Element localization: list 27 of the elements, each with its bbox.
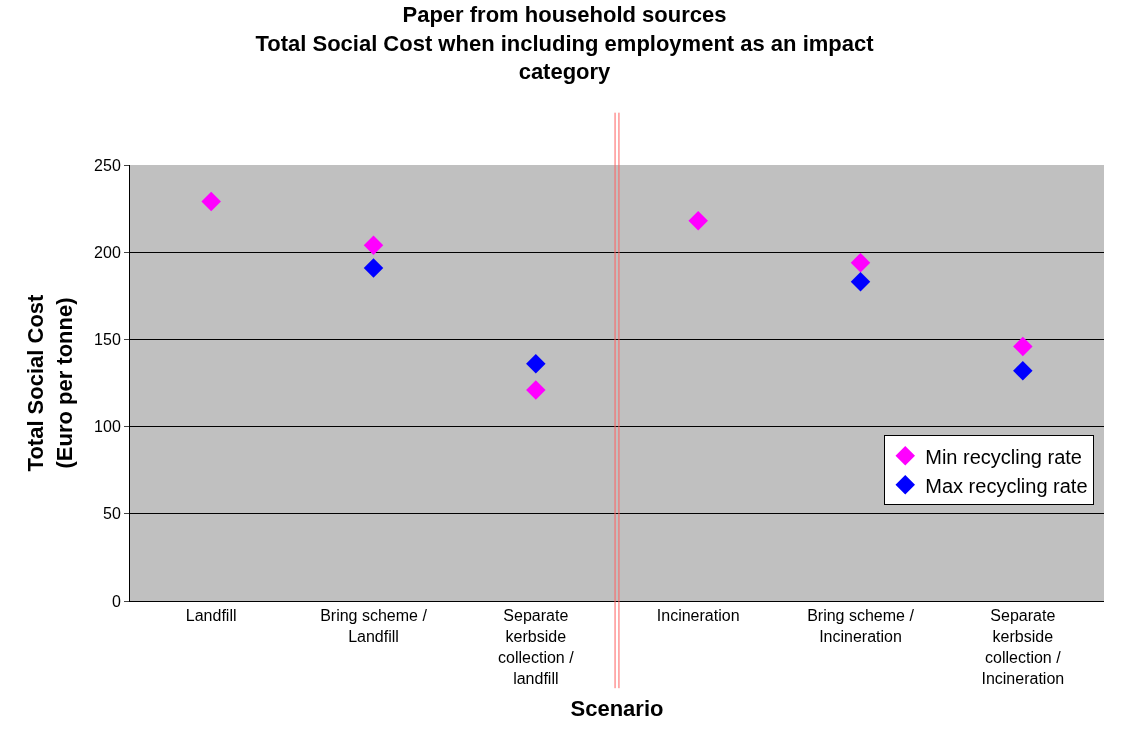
point (1013, 336, 1033, 357)
y-tick-label: 0 (111, 592, 121, 610)
point (850, 252, 871, 273)
y-tick-label: 250 (94, 156, 121, 174)
y-axis-title: Total Social Cost (Euro per tonne) (23, 293, 77, 472)
point (1013, 361, 1033, 381)
x-tick-label: Bring scheme / Incineration (807, 607, 915, 645)
point (526, 380, 546, 400)
point (363, 235, 384, 255)
y-tick-label: 50 (103, 505, 121, 523)
x-tick-label: Bring scheme / Landfill (320, 607, 428, 645)
point (850, 272, 871, 292)
x-tick-label: Separate kerbside collection / Incineration (981, 607, 1065, 687)
point (201, 191, 221, 212)
y-tick-label: 100 (94, 418, 121, 436)
y-tick-label: 150 (94, 331, 121, 348)
legend-label: Max recycling rate (925, 474, 1088, 497)
x-tick-label: Incineration (656, 607, 740, 625)
point (363, 258, 384, 278)
point (526, 354, 546, 374)
legend-label: Min recycling rate (925, 445, 1082, 468)
point (688, 211, 708, 231)
x-axis-title: Scenario (570, 696, 664, 722)
y-tick-label: 200 (94, 243, 121, 261)
x-tick-label: Landfill (185, 607, 237, 625)
x-tick-label: Separate kerbside collection / landfill (498, 607, 575, 687)
chart-title: Paper from household sources Total Social Cost when including employment as an impact category (255, 2, 875, 85)
